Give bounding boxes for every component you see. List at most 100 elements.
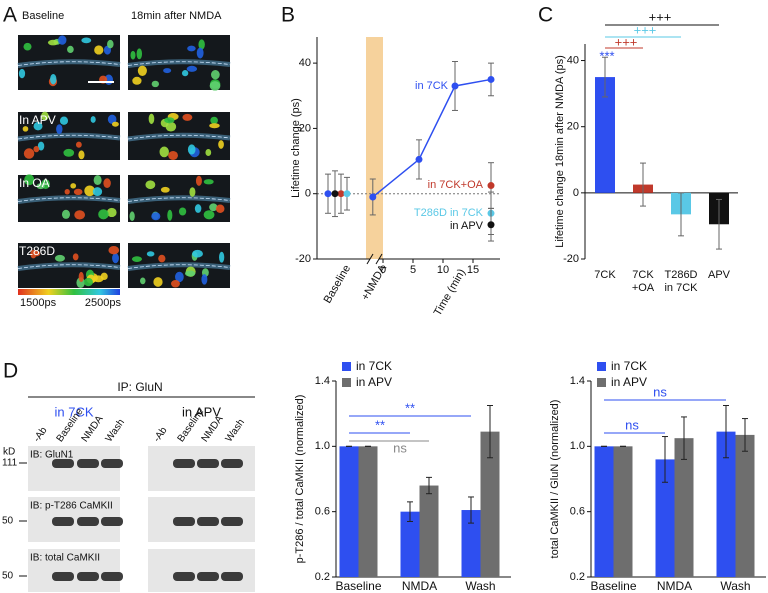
spine (137, 65, 147, 76)
blot-band (101, 517, 123, 526)
spine (151, 212, 161, 221)
row-label: In APV (19, 113, 56, 127)
blot-band (173, 459, 195, 468)
spine (140, 277, 146, 285)
significance-label: ** (405, 400, 415, 415)
spine (182, 113, 193, 121)
spine (81, 37, 92, 44)
x-tick-label: in 7CK (664, 282, 698, 294)
significance-label: +++ (634, 22, 657, 37)
spine (112, 253, 119, 264)
spine (106, 207, 117, 218)
spine (129, 211, 135, 222)
row-label: T286D (19, 244, 55, 258)
data-point (487, 75, 495, 83)
spine (63, 148, 75, 157)
x-tick-label: Baseline (590, 579, 636, 593)
y-axis-label: total CaMKII / GluN (normalized) (549, 400, 561, 559)
blot-band (221, 459, 243, 468)
x-group-label: +NMDA (359, 262, 389, 302)
series-label: T286D in 7CK (414, 207, 484, 219)
y-tick-label: 0.6 (570, 506, 585, 518)
spine (37, 141, 45, 151)
baseline-point (337, 190, 345, 198)
spine (67, 45, 74, 53)
spine (211, 69, 220, 80)
legend-label: in APV (611, 375, 647, 389)
x-tick-label: 7CK (594, 269, 616, 281)
y-tick-label: -20 (563, 253, 579, 265)
blot-band (221, 517, 243, 526)
panel-letter: C (538, 4, 553, 27)
y-tick-label: 0.6 (315, 506, 330, 518)
legend-swatch (342, 378, 351, 387)
x-tick-label: Baseline (335, 579, 381, 593)
spine (23, 148, 35, 159)
spine (189, 187, 196, 197)
column-title: Baseline (22, 10, 64, 22)
bar (339, 446, 359, 577)
bar (480, 431, 500, 577)
series-line (372, 78, 492, 198)
blot-band (77, 459, 99, 468)
series-label: in 7CK+OA (428, 179, 484, 191)
spine (218, 140, 224, 149)
significance-label: ** (375, 417, 385, 432)
spine (70, 183, 77, 189)
spine (73, 188, 83, 196)
bar (613, 446, 633, 577)
spine (111, 121, 119, 127)
spine (22, 126, 29, 132)
panel-letter: D (3, 360, 18, 383)
data-point (451, 82, 459, 90)
baseline-point (324, 190, 332, 198)
spine (61, 209, 71, 219)
x-tick-label: T286D (664, 269, 697, 281)
bar (400, 511, 420, 577)
spine (64, 188, 70, 195)
spine (168, 150, 178, 160)
spine (146, 251, 155, 257)
spine (78, 271, 84, 283)
x-tick-label: NMDA (657, 579, 692, 593)
x-tick-label: Wash (720, 579, 750, 593)
series-label: in 7CK (415, 80, 449, 92)
colorbar-label: 1500ps (20, 297, 57, 309)
data-point (369, 193, 377, 201)
blot-image (28, 446, 120, 491)
blot-band (173, 517, 195, 526)
spine (136, 48, 143, 60)
dendrite-trace (127, 197, 231, 202)
spine (33, 145, 40, 153)
dendrite-trace (17, 264, 121, 269)
spine (187, 144, 196, 155)
blot-band (197, 572, 219, 581)
series-label: in APV (450, 220, 484, 232)
x-group-label: Baseline (322, 263, 353, 306)
spine (130, 50, 136, 60)
blot-band (77, 517, 99, 526)
spine (158, 254, 166, 263)
data-point (415, 155, 423, 163)
spine (50, 74, 57, 85)
kd-marker: 111 (2, 458, 18, 469)
colorbar-label: 2500ps (85, 297, 122, 309)
spine (78, 150, 85, 160)
bar (595, 77, 615, 193)
bar (716, 431, 736, 577)
spine (203, 210, 215, 220)
dendrite-trace (127, 134, 231, 140)
significance-label: ns (625, 417, 639, 432)
blot-label: IB: total CaMKII (30, 553, 100, 564)
legend-label: in 7CK (356, 359, 392, 373)
blot-image (148, 549, 255, 592)
blot-band (101, 572, 123, 581)
dendrite-trace (17, 134, 121, 140)
spine (160, 186, 170, 193)
bar (674, 438, 694, 577)
y-axis-label: Lifetime change (ps) (290, 98, 302, 198)
spine (186, 65, 198, 72)
spine (18, 68, 26, 79)
group-label: in 7CK (54, 404, 93, 419)
y-tick-label: 1.4 (570, 375, 585, 387)
